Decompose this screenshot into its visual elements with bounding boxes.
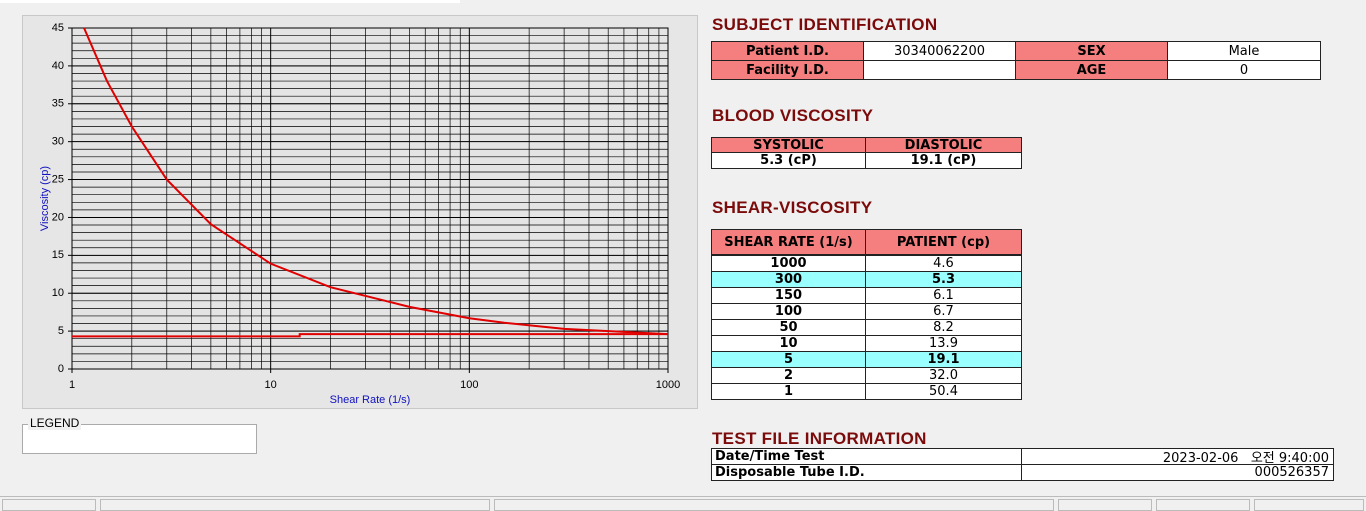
patient-value: 6.1 <box>865 287 1022 304</box>
status-panel <box>494 499 1054 511</box>
shear-rate: 50 <box>711 319 866 336</box>
data-line <box>83 27 669 336</box>
field-value: 30340062200 <box>863 41 1016 61</box>
x-axis-label: Shear Rate (1/s) <box>330 394 411 406</box>
status-panel <box>1058 499 1152 511</box>
viscosity-value: 19.1 (cP) <box>865 152 1022 169</box>
info-label: Disposable Tube I.D. <box>711 464 1022 481</box>
x-tick-label: 1000 <box>656 379 680 391</box>
patient-value: 5.3 <box>865 271 1022 288</box>
y-axis-label: Viscosity (cp) <box>39 166 51 231</box>
plot-area <box>71 27 669 370</box>
top-bar <box>0 0 460 3</box>
shear-rate: 1 <box>711 383 866 400</box>
chart: 0 5 10 15 20 25 30 35 40 45 1 10 100 1000 Shear Rate (… <box>38 22 680 444</box>
patient-value: 13.9 <box>865 335 1022 352</box>
section-title: BLOOD VISCOSITY <box>712 106 874 125</box>
data-line <box>72 333 668 338</box>
x-tick-label: 1 <box>69 379 75 391</box>
info-value: 000526357 <box>1021 464 1334 481</box>
y-tick-label: 20 <box>52 211 64 223</box>
shear-rate: 5 <box>711 351 866 368</box>
shear-rate: 100 <box>711 303 866 320</box>
y-tick-label: 40 <box>52 60 64 72</box>
y-tick-label: 35 <box>52 98 64 110</box>
field-value: 0 <box>1167 60 1321 80</box>
info-label: Date/Time Test <box>711 448 1022 465</box>
status-panel <box>1254 499 1364 511</box>
column-header: SHEAR RATE (1/s) <box>711 229 866 255</box>
y-tick-label: 5 <box>58 325 64 337</box>
legend-title: LEGEND <box>28 416 82 430</box>
field-label: Patient I.D. <box>711 41 864 61</box>
shear-rate: 2 <box>711 367 866 384</box>
patient-value: 8.2 <box>865 319 1022 336</box>
y-tick-label: 45 <box>52 22 64 34</box>
y-tick-label: 0 <box>58 363 64 375</box>
patient-value: 4.6 <box>865 255 1022 272</box>
x-tick-label: 10 <box>265 379 277 391</box>
info-value: 2023-02-06 오전 9:40:00 <box>1021 448 1334 465</box>
field-label: Facility I.D. <box>711 60 864 80</box>
viscosity-value: 5.3 (cP) <box>711 152 866 169</box>
patient-value: 6.7 <box>865 303 1022 320</box>
field-label: AGE <box>1015 60 1168 80</box>
y-tick-label: 15 <box>52 249 64 261</box>
y-tick-label: 25 <box>52 173 64 185</box>
field-value: Male <box>1167 41 1321 61</box>
y-tick-label: 30 <box>52 136 64 148</box>
section-title: TEST FILE INFORMATION <box>712 429 927 448</box>
status-panel <box>2 499 96 511</box>
column-header: SYSTOLIC <box>711 137 866 153</box>
column-header: PATIENT (cp) <box>865 229 1022 255</box>
shear-rate: 150 <box>711 287 866 304</box>
patient-value: 32.0 <box>865 367 1022 384</box>
shear-rate: 300 <box>711 271 866 288</box>
status-panel <box>100 499 490 511</box>
section-title: SUBJECT IDENTIFICATION <box>712 15 938 34</box>
patient-value: 19.1 <box>865 351 1022 368</box>
x-tick-label: 100 <box>460 379 478 391</box>
field-label: SEX <box>1015 41 1168 61</box>
y-tick-label: 10 <box>52 287 64 299</box>
status-bar <box>0 496 1366 511</box>
patient-value: 50.4 <box>865 383 1022 400</box>
section-title: SHEAR-VISCOSITY <box>712 198 873 217</box>
status-panel <box>1156 499 1250 511</box>
shear-rate: 10 <box>711 335 866 352</box>
field-value <box>863 60 1016 80</box>
shear-rate: 1000 <box>711 255 866 272</box>
column-header: DIASTOLIC <box>865 137 1022 153</box>
